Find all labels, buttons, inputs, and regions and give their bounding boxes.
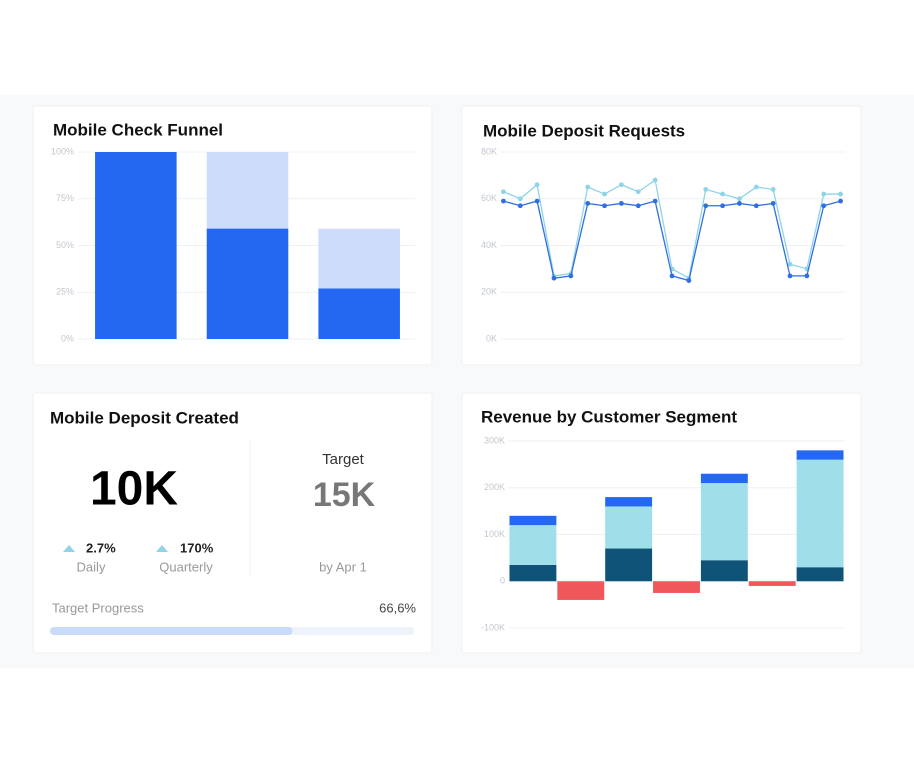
y-tick-label: 40K <box>481 240 497 250</box>
y-tick-label: 0 <box>500 576 505 586</box>
y-tick-label: 100K <box>484 529 505 539</box>
card <box>461 105 862 366</box>
point <box>720 191 725 197</box>
up-arrow <box>63 545 75 552</box>
kpi-title: Mobile Deposit Created <box>50 408 239 427</box>
y-tick-label: -100K <box>481 622 505 632</box>
point <box>619 182 624 188</box>
bar-segment <box>509 564 557 582</box>
bar-segment <box>509 525 557 565</box>
chart-title: Revenue by Customer Segment <box>481 407 737 426</box>
y-tick-label: 0% <box>61 333 74 343</box>
progress-value: 66,6% <box>379 600 416 615</box>
bar-segment <box>700 483 748 561</box>
point <box>551 275 557 281</box>
point <box>635 203 641 209</box>
y-tick-label: 50% <box>56 240 74 250</box>
point <box>753 203 759 209</box>
point <box>669 273 675 279</box>
kpi-value: 10K <box>90 463 178 516</box>
point <box>703 203 709 209</box>
bar-segment <box>700 560 748 582</box>
point <box>686 278 692 283</box>
target-value: 15K <box>313 476 376 514</box>
change-value: 2.7% <box>86 540 116 555</box>
bar <box>206 228 289 339</box>
point <box>737 201 742 206</box>
y-tick-label: 25% <box>56 287 74 297</box>
point <box>501 189 506 195</box>
bar <box>318 288 400 339</box>
y-tick-label: 75% <box>56 193 74 203</box>
point <box>770 201 776 206</box>
target-note: by Apr 1 <box>319 559 367 574</box>
point <box>517 196 523 202</box>
point <box>652 198 658 204</box>
point <box>585 201 591 206</box>
y-tick-label: 80K <box>481 146 497 156</box>
y-tick-label: 300K <box>484 435 505 445</box>
point <box>568 273 574 279</box>
bar-segment <box>796 567 844 582</box>
target-label: Target <box>322 451 365 468</box>
bar-segment <box>557 581 605 600</box>
bar-segment <box>509 515 557 526</box>
chart-title: Mobile Deposit Requests <box>483 121 685 140</box>
card <box>32 392 433 654</box>
bar-segment <box>796 459 844 568</box>
point <box>585 184 591 190</box>
point <box>619 201 624 206</box>
point <box>517 203 523 209</box>
point <box>770 187 776 192</box>
point <box>838 198 843 204</box>
y-tick-label: 200K <box>484 482 505 492</box>
progress-label: Target Progress <box>52 600 144 615</box>
bar-segment <box>605 548 653 582</box>
change-value: 170% <box>180 540 214 555</box>
change-label: Quarterly <box>159 559 213 574</box>
bar-segment <box>700 473 748 484</box>
point <box>804 273 810 279</box>
point <box>534 182 540 188</box>
y-tick-label: 0K <box>486 333 497 343</box>
point <box>787 261 793 267</box>
point <box>703 187 709 192</box>
point <box>602 191 607 197</box>
point <box>753 184 759 190</box>
point <box>652 177 658 183</box>
point <box>534 198 540 204</box>
up-arrow <box>156 545 168 552</box>
change-label: Daily <box>77 559 106 574</box>
bar-segment <box>605 497 653 507</box>
point <box>821 203 827 209</box>
y-tick-label: 100% <box>51 146 74 156</box>
point <box>737 196 742 202</box>
bar <box>95 152 177 339</box>
point <box>602 203 607 209</box>
chart-title: Mobile Check Funnel <box>53 120 223 139</box>
bar-segment <box>748 581 796 586</box>
point <box>635 189 641 195</box>
bar-segment <box>605 506 653 549</box>
bar-segment <box>653 581 700 593</box>
point <box>720 203 725 209</box>
point <box>838 191 843 197</box>
point <box>501 198 506 204</box>
point <box>787 273 793 279</box>
y-tick-label: 20K <box>481 287 497 297</box>
progress-fill <box>50 627 293 635</box>
bar-segment <box>796 450 844 460</box>
y-tick-label: 60K <box>481 193 497 203</box>
point <box>821 191 827 197</box>
